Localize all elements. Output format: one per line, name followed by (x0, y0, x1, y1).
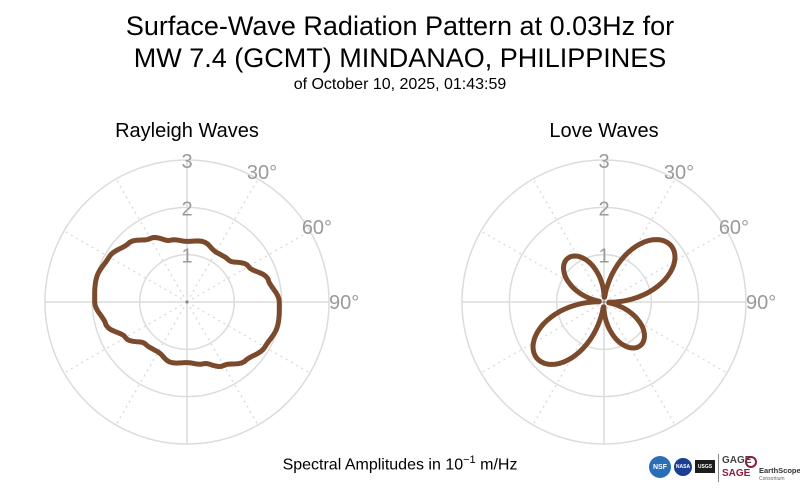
earthscope-logo-text: EarthScope (759, 466, 800, 475)
angular-tick-label: 90° (746, 292, 776, 314)
earthscope-logo-subtext: Consortium (759, 476, 785, 482)
polar-plot-title: Love Waves (549, 120, 658, 142)
radial-gridline (461, 159, 747, 445)
radiation-pattern-curve (92, 235, 282, 369)
chart-title-line2: MW 7.4 (GCMT) MINDANAO, PHILIPPINES (133, 43, 667, 73)
angular-gridline (603, 301, 728, 374)
radial-gridline (555, 253, 653, 351)
earthscope-logo: EarthScope Consortium (745, 454, 800, 484)
polar-origin (185, 300, 189, 304)
gage-sage-logo: GAGE SAGE (718, 454, 752, 482)
angular-gridline (480, 230, 605, 303)
amplitude-label-unit: m/Hz (480, 456, 518, 474)
radial-tick-label: 2 (181, 198, 192, 220)
radial-tick-label: 3 (598, 151, 609, 173)
radial-gridline (508, 206, 700, 398)
radial-tick-label: 1 (598, 246, 609, 268)
radial-gridline (138, 253, 236, 351)
radial-tick-label: 2 (598, 198, 609, 220)
chart-title-line1: Surface-Wave Radiation Pattern at 0.03Hz… (125, 11, 675, 41)
angular-tick-label: 90° (329, 292, 359, 314)
chart-subtitle: of October 10, 2025, 01:43:59 (293, 76, 507, 93)
amplitude-units-label: Spectral Amplitudes in 10−1 m/Hz (0, 454, 800, 474)
amplitude-label-exponent: −1 (463, 454, 476, 466)
radial-gridline (44, 159, 330, 445)
sage-logo-text: SAGE (722, 468, 751, 479)
radial-tick-label: 3 (181, 151, 192, 173)
nsf-logo: NSF (649, 456, 671, 478)
amplitude-label-prefix: Spectral Amplitudes in 10 (282, 456, 464, 474)
polar-plot-title: Rayleigh Waves (115, 120, 259, 142)
radial-tick-label: 1 (181, 246, 192, 268)
angular-tick-label: 60° (719, 217, 749, 239)
radiation-pattern-curve (530, 237, 678, 367)
sponsor-logos: NSF NASA USGS GAGE SAGE EarthScope Conso… (645, 452, 800, 486)
angular-tick-label: 60° (302, 217, 332, 239)
polar-origin (602, 300, 606, 304)
gage-logo-text: GAGE (722, 455, 752, 466)
usgs-logo: USGS (695, 460, 715, 473)
angular-tick-label: 30° (664, 162, 694, 184)
nasa-logo: NASA (674, 458, 692, 476)
angular-tick-label: 30° (247, 162, 277, 184)
earthscope-mark-icon (745, 456, 757, 468)
